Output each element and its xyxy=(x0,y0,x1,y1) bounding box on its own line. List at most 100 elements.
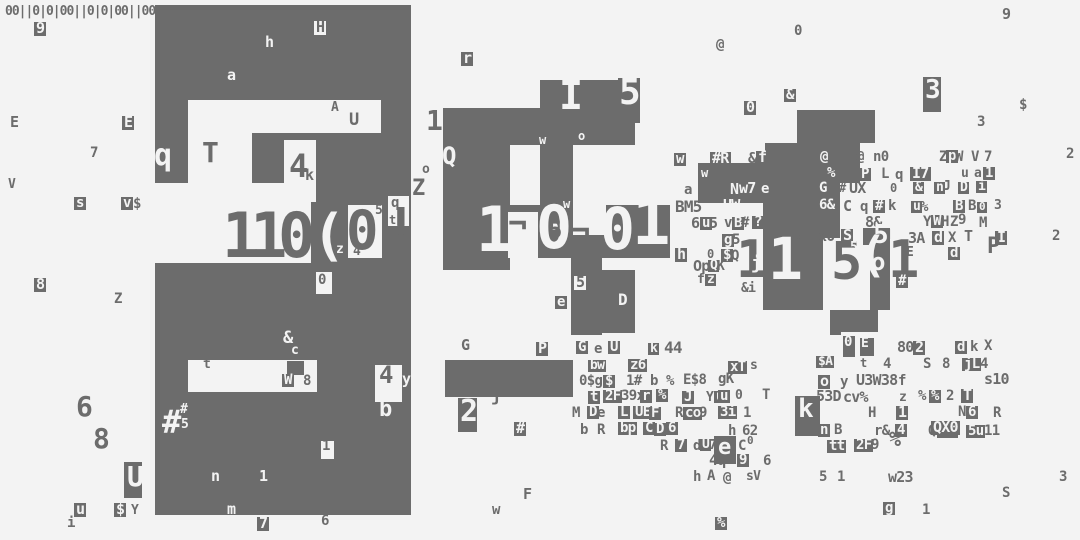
glyph: G xyxy=(576,339,588,355)
glyph: j xyxy=(751,253,762,274)
glyph: 1 xyxy=(476,193,513,266)
glyph: i xyxy=(976,179,988,194)
glyph: A xyxy=(331,100,339,115)
glyph: H xyxy=(314,18,327,36)
glyph: % xyxy=(918,388,926,404)
glyph: I7 xyxy=(910,164,931,182)
glyph: 2F xyxy=(603,388,623,404)
glyph: o xyxy=(578,129,585,143)
glyph: Q xyxy=(442,142,456,170)
glyph: n xyxy=(211,467,220,485)
glyph: N xyxy=(958,404,966,420)
glyph: 2 xyxy=(1052,228,1060,244)
glyph: # xyxy=(896,273,908,289)
glyph: 0 xyxy=(844,334,852,350)
glyph: & xyxy=(784,87,796,103)
glyph: 39x xyxy=(621,388,645,404)
glyph: 11 xyxy=(984,423,1000,439)
binary-strip-text: 00||0|0|00||0|0|00||000| xyxy=(5,4,170,19)
glyph: I xyxy=(559,73,583,119)
glyph: # xyxy=(873,198,885,214)
glyph: o xyxy=(422,162,430,177)
glyph: f xyxy=(756,148,769,166)
glyph: U xyxy=(608,339,620,355)
glyph: 5 xyxy=(873,220,889,250)
block-rect xyxy=(843,336,855,357)
glyph: X xyxy=(948,230,956,246)
glyph: $ xyxy=(133,196,141,212)
glyph: h xyxy=(728,423,736,439)
glyph: 0 xyxy=(346,199,378,262)
glyph: @ xyxy=(818,149,830,165)
glyph: L xyxy=(881,166,889,182)
glyph: G xyxy=(817,180,829,196)
cutout-rect xyxy=(284,140,316,202)
glyph: # xyxy=(162,403,181,441)
glyph: d xyxy=(932,228,945,246)
glyph: d xyxy=(693,438,701,454)
glyph: r& xyxy=(874,423,890,439)
glyph: f xyxy=(697,272,705,287)
glyph: t xyxy=(389,213,396,227)
glyph: 9 xyxy=(699,405,707,421)
glyph: D xyxy=(618,290,628,309)
glyph: U xyxy=(127,460,144,493)
glyph: 4 xyxy=(895,422,907,438)
glyph: X xyxy=(205,367,219,395)
glyph: T xyxy=(202,136,219,169)
glyph: 2 xyxy=(946,388,954,404)
glyph: 4 xyxy=(883,356,891,372)
glyph: t xyxy=(203,357,211,372)
glyph: w xyxy=(563,197,570,211)
glyph: 1 xyxy=(322,438,330,454)
cutout-rect xyxy=(388,196,409,226)
cutout-rect xyxy=(321,441,334,459)
glyph: w7 xyxy=(739,179,756,197)
glyph: u xyxy=(74,500,87,518)
glyph: D xyxy=(958,180,970,195)
glyph: 2 xyxy=(460,394,478,429)
glyph: D xyxy=(654,421,666,437)
glyph: D xyxy=(587,404,599,420)
glyph: k xyxy=(888,198,896,214)
glyph: F xyxy=(649,405,661,421)
glyph: tt xyxy=(827,438,847,454)
glyph: Y xyxy=(923,214,931,230)
glyph: A xyxy=(707,468,715,484)
glyph: #R xyxy=(710,149,731,167)
glyph: 5 xyxy=(619,72,641,113)
glyph: 5 xyxy=(375,203,383,218)
glyph: c xyxy=(291,343,299,358)
glyph: v xyxy=(724,215,732,231)
glyph: U xyxy=(349,110,359,130)
glyph: 44 xyxy=(664,338,682,357)
glyph: k xyxy=(798,394,814,424)
glyph: e xyxy=(594,341,602,357)
glyph: u xyxy=(718,388,730,404)
glyph: 5 xyxy=(831,232,862,292)
glyph: Z xyxy=(412,176,425,201)
glyph: 5 xyxy=(819,469,827,485)
glyph: 0 xyxy=(890,181,897,195)
glyph: % xyxy=(929,388,941,404)
glyph: c xyxy=(796,229,804,245)
glyph: q xyxy=(895,167,903,183)
block-rect xyxy=(763,238,823,310)
glyph: 6 xyxy=(966,404,978,420)
glyph: S xyxy=(1002,485,1010,501)
glyph: u xyxy=(961,166,969,181)
glyph: $A xyxy=(816,354,835,369)
glyph: 1 xyxy=(768,225,803,293)
glyph: z6 xyxy=(628,357,648,373)
glyph: p xyxy=(946,148,958,164)
glyph: ? xyxy=(752,214,764,230)
block-rect xyxy=(830,310,878,335)
glyph: Z xyxy=(114,291,122,307)
glyph: k xyxy=(970,339,978,355)
glyph: 7 xyxy=(984,149,992,165)
glyph: % xyxy=(825,165,837,181)
glyph: w xyxy=(674,151,686,167)
glyph: V xyxy=(8,177,16,192)
glyph: H xyxy=(868,405,876,421)
glyph: i xyxy=(67,515,75,531)
